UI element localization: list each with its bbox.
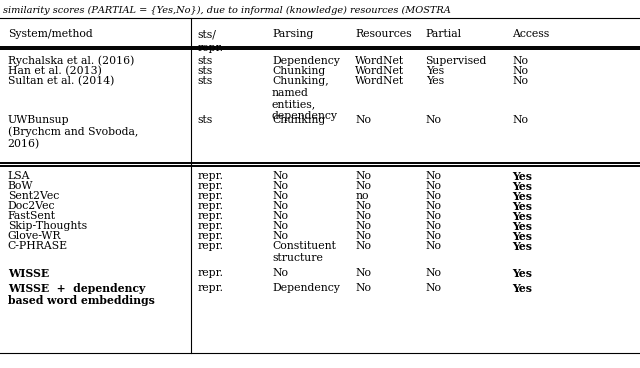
Text: Doc2Vec: Doc2Vec [8, 201, 55, 211]
Text: No: No [272, 171, 288, 181]
Text: Yes: Yes [426, 66, 444, 76]
Text: Partial: Partial [426, 29, 461, 39]
Text: No: No [355, 241, 371, 251]
Text: No: No [426, 181, 442, 191]
Text: Yes: Yes [512, 221, 532, 232]
Text: repr.: repr. [197, 241, 223, 251]
Text: LSA: LSA [8, 171, 30, 181]
Text: No: No [355, 181, 371, 191]
Text: UWBunsup
(Brychcm and Svoboda,
2016): UWBunsup (Brychcm and Svoboda, 2016) [8, 115, 138, 149]
Text: WordNet: WordNet [355, 76, 404, 86]
Text: sts: sts [197, 76, 212, 86]
Text: repr.: repr. [197, 283, 223, 293]
Text: Yes: Yes [512, 231, 532, 242]
Text: repr.: repr. [197, 181, 223, 191]
Text: Sent2Vec: Sent2Vec [8, 191, 59, 201]
Text: Glove-WR: Glove-WR [8, 231, 61, 241]
Text: repr.: repr. [197, 221, 223, 231]
Text: no: no [355, 191, 369, 201]
Text: No: No [355, 283, 371, 293]
Text: No: No [355, 115, 371, 125]
Text: repr.: repr. [197, 191, 223, 201]
Text: Chunking,
named
entities,
dependency: Chunking, named entities, dependency [272, 76, 338, 121]
Text: Chunking: Chunking [272, 115, 325, 125]
Text: No: No [512, 56, 528, 66]
Text: No: No [272, 268, 288, 278]
Text: Chunking: Chunking [272, 66, 325, 76]
Text: No: No [512, 76, 528, 86]
Text: BoW: BoW [8, 181, 33, 191]
Text: C-PHRASE: C-PHRASE [8, 241, 68, 251]
Text: No: No [355, 201, 371, 211]
Text: Yes: Yes [426, 76, 444, 86]
Text: FastSent: FastSent [8, 211, 56, 221]
Text: No: No [512, 66, 528, 76]
Text: sts: sts [197, 56, 212, 66]
Text: Parsing: Parsing [272, 29, 314, 39]
Text: Yes: Yes [512, 191, 532, 202]
Text: No: No [272, 211, 288, 221]
Text: System/method: System/method [8, 29, 92, 39]
Text: No: No [272, 181, 288, 191]
Text: No: No [355, 268, 371, 278]
Text: No: No [426, 211, 442, 221]
Text: Access: Access [512, 29, 549, 39]
Text: WordNet: WordNet [355, 66, 404, 76]
Text: No: No [426, 283, 442, 293]
Text: No: No [426, 115, 442, 125]
Text: Supervised: Supervised [426, 56, 487, 66]
Text: Rychalska et al. (2016): Rychalska et al. (2016) [8, 56, 134, 67]
Text: WordNet: WordNet [355, 56, 404, 66]
Text: Yes: Yes [512, 241, 532, 252]
Text: No: No [426, 231, 442, 241]
Text: No: No [355, 211, 371, 221]
Text: No: No [272, 191, 288, 201]
Text: No: No [426, 241, 442, 251]
Text: No: No [426, 268, 442, 278]
Text: WISSE: WISSE [8, 268, 49, 279]
Text: Han et al. (2013): Han et al. (2013) [8, 66, 102, 77]
Text: No: No [272, 221, 288, 231]
Text: Yes: Yes [512, 211, 532, 222]
Text: Yes: Yes [512, 283, 532, 294]
Text: No: No [426, 191, 442, 201]
Text: Yes: Yes [512, 171, 532, 183]
Text: No: No [426, 221, 442, 231]
Text: repr.: repr. [197, 201, 223, 211]
Text: No: No [272, 201, 288, 211]
Text: No: No [272, 231, 288, 241]
Text: sts: sts [197, 66, 212, 76]
Text: repr.: repr. [197, 171, 223, 181]
Text: Yes: Yes [512, 201, 532, 212]
Text: similarity scores (P​ARTIAL = {Yes,No}), due to informal (knowledge) resources (: similarity scores (P​ARTIAL = {Yes,No}),… [3, 6, 451, 15]
Text: repr.: repr. [197, 211, 223, 221]
Text: Sultan et al. (2014): Sultan et al. (2014) [8, 76, 114, 86]
Text: Yes: Yes [512, 181, 532, 192]
Text: Skip-Thoughts: Skip-Thoughts [8, 221, 87, 231]
Text: No: No [355, 231, 371, 241]
Text: sts: sts [197, 115, 212, 125]
Text: No: No [355, 221, 371, 231]
Text: repr.: repr. [197, 43, 223, 53]
Text: sts/: sts/ [197, 29, 216, 39]
Text: Constituent
structure: Constituent structure [272, 241, 336, 263]
Text: No: No [355, 171, 371, 181]
Text: No: No [426, 201, 442, 211]
Text: No: No [512, 115, 528, 125]
Text: No: No [426, 171, 442, 181]
Text: repr.: repr. [197, 231, 223, 241]
Text: repr.: repr. [197, 268, 223, 278]
Text: Dependency: Dependency [272, 283, 340, 293]
Text: Yes: Yes [512, 268, 532, 279]
Text: Dependency: Dependency [272, 56, 340, 66]
Text: Resources: Resources [355, 29, 412, 39]
Text: WISSE  +  dependency
based word embeddings: WISSE + dependency based word embeddings [8, 283, 154, 307]
